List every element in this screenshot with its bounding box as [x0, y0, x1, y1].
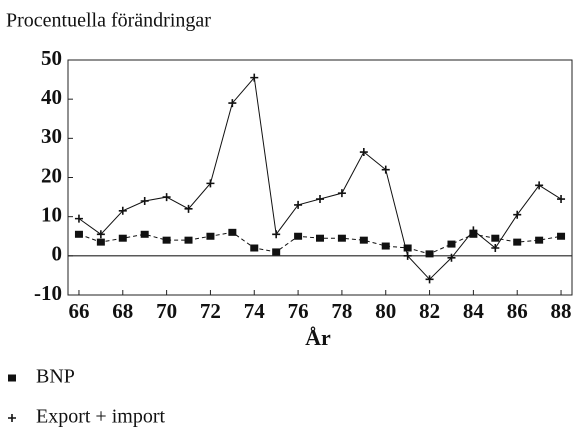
point: [425, 275, 434, 284]
x-tick-label: 86: [507, 299, 528, 323]
point: [184, 204, 193, 213]
point: [140, 230, 149, 238]
point: [206, 179, 215, 188]
point: [491, 234, 500, 242]
x-tick-label: 82: [419, 299, 440, 323]
x-tick-label: 80: [375, 299, 396, 323]
point: [557, 195, 566, 204]
point: [74, 230, 83, 238]
x-axis-label: År: [305, 325, 331, 350]
point: [381, 242, 390, 250]
point: [316, 195, 324, 204]
point: [162, 193, 171, 202]
point: [316, 234, 324, 242]
point: [491, 244, 500, 252]
point: [184, 236, 193, 244]
point: [381, 165, 390, 174]
point: [513, 238, 522, 246]
y-tick-label: 0: [52, 242, 63, 266]
point: [272, 230, 281, 239]
point: [513, 210, 522, 219]
legend-marker: [8, 374, 16, 382]
plot-frame: [67, 59, 573, 296]
point: [557, 232, 566, 240]
point: [294, 200, 303, 209]
legend-label: Export + import: [36, 406, 165, 428]
x-tick-label: 68: [112, 299, 133, 323]
point: [447, 253, 456, 262]
x-tick-label: 84: [463, 299, 485, 323]
x-tick-label: 70: [156, 299, 177, 323]
point: [337, 234, 346, 242]
x-tick-label: 66: [68, 299, 89, 323]
point: [206, 232, 215, 240]
point: [469, 226, 478, 235]
y-tick-label: 20: [41, 163, 62, 187]
point: [359, 236, 368, 244]
point: [162, 236, 171, 244]
y-tick-label: -10: [34, 281, 62, 305]
x-tick-label: 76: [288, 299, 309, 323]
legend-marker: [8, 414, 16, 422]
point: [250, 244, 259, 252]
point: [447, 240, 456, 248]
point: [118, 234, 127, 242]
point: [272, 248, 281, 256]
point: [403, 244, 412, 252]
x-tick-label: 72: [200, 299, 221, 323]
chart-title: Procentuella förändringar: [6, 10, 211, 32]
point: [425, 250, 434, 258]
point: [359, 148, 368, 157]
x-tick-label: 74: [244, 299, 266, 323]
point: [535, 236, 544, 244]
point: [118, 206, 127, 215]
x-tick-label: 78: [331, 299, 352, 323]
y-tick-label: 50: [41, 46, 62, 70]
y-tick-label: 10: [41, 202, 62, 226]
x-tick-label: 88: [551, 299, 572, 323]
point: [140, 197, 149, 205]
point: [74, 214, 83, 223]
point: [228, 99, 237, 108]
point: [96, 238, 105, 246]
y-tick-label: 40: [41, 85, 62, 109]
series-line: [78, 76, 562, 281]
point: [337, 189, 346, 198]
point: [403, 251, 412, 260]
point: [250, 73, 259, 82]
y-tick-label: 30: [41, 124, 62, 148]
point: [228, 228, 237, 236]
point: [96, 230, 105, 239]
point: [294, 232, 303, 240]
legend-label: BNP: [36, 366, 75, 388]
point: [535, 181, 544, 190]
